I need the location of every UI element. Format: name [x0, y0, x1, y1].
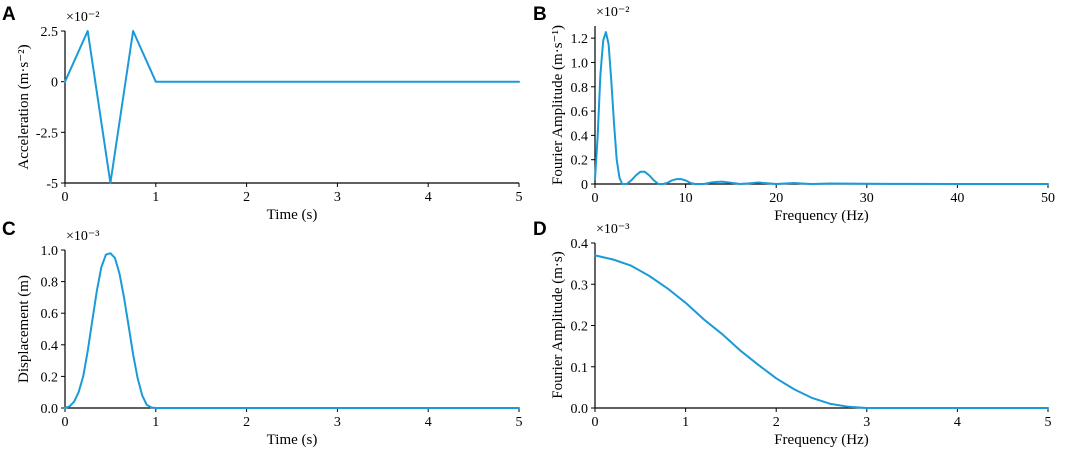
series-line: [64, 252, 520, 409]
y-tick-label: 0.4: [41, 339, 59, 354]
y-tick-label: 0.3: [571, 278, 589, 293]
x-tick-label: 1: [152, 190, 159, 205]
series-line: [594, 254, 1049, 409]
x-tick-label: 3: [334, 190, 341, 205]
y-tick-label: -5: [46, 177, 58, 192]
y-tick-label: 0.6: [41, 307, 59, 322]
y-tick-label: -2.5: [36, 126, 58, 141]
x-axis-title: Time (s): [267, 432, 318, 448]
y-tick-label: 0.8: [41, 276, 59, 291]
y-tick-label: 0.2: [571, 154, 589, 169]
x-axis-title: Time (s): [267, 207, 318, 223]
panel-letter: D: [533, 219, 547, 240]
panel-letter: C: [2, 219, 16, 240]
x-tick-label: 30: [860, 191, 874, 206]
x-tick-label: 0: [62, 415, 69, 430]
x-tick-label: 5: [1045, 415, 1052, 430]
x-tick-label: 1: [152, 415, 159, 430]
y-axis-title: Fourier Amplitude (m·s⁻¹): [550, 25, 566, 185]
x-tick-label: 4: [425, 415, 432, 430]
y-tick-label: 0: [51, 76, 58, 91]
x-tick-label: 40: [950, 191, 964, 206]
x-tick-label: 1: [682, 415, 689, 430]
x-tick-label: 3: [334, 415, 341, 430]
panel-letter: A: [2, 4, 16, 25]
y-tick-label: 0.0: [41, 402, 59, 417]
y-tick-label: 0.4: [571, 129, 589, 144]
series-line: [64, 30, 520, 184]
x-tick-label: 5: [516, 415, 523, 430]
y-tick-label: 2.5: [41, 25, 59, 40]
panel-a: A 0 1 2 3 4 5 -5 -2.5 0 2.5 ×10⁻² Time (s) Accelerati…: [2, 4, 523, 223]
y-exponent-label: ×10⁻³: [66, 229, 99, 244]
x-tick-label: 3: [863, 415, 870, 430]
y-exponent-label: ×10⁻²: [66, 10, 99, 25]
x-tick-label: 50: [1041, 191, 1055, 206]
x-tick-label: 10: [679, 191, 693, 206]
x-tick-label: 2: [243, 190, 250, 205]
y-exponent-label: ×10⁻³: [596, 222, 629, 237]
x-tick-label: 2: [773, 415, 780, 430]
y-tick-label: 0.1: [571, 361, 589, 376]
x-axis-title: Frequency (Hz): [774, 432, 869, 448]
x-tick-label: 4: [425, 190, 432, 205]
y-tick-label: 0.6: [571, 105, 589, 120]
x-tick-label: 4: [954, 415, 961, 430]
x-tick-label: 20: [769, 191, 783, 206]
x-axis-title: Frequency (Hz): [774, 208, 869, 224]
panel-c: C 0 1 2 3 4 5 0.0 0.2 0.4 0.6 0.8 1.0 ×10⁻³ Time (s) Di…: [2, 219, 523, 448]
y-axis-title: Fourier Amplitude (m·s): [550, 251, 566, 398]
y-tick-label: 0: [581, 178, 588, 193]
x-tick-label: 0: [592, 415, 599, 430]
y-axis-title: Acceleration (m·s⁻²): [16, 44, 32, 169]
y-tick-label: 0.8: [571, 81, 589, 96]
y-tick-label: 1.2: [571, 32, 589, 47]
panel-letter: B: [533, 4, 547, 25]
y-tick-label: 1.0: [571, 56, 589, 71]
panel-d: D 0 1 2 3 4 5 0.0 0.1 0.2 0.3 0.4 ×10⁻³ Frequency (Hz…: [533, 219, 1052, 448]
series-line: [594, 31, 1049, 185]
y-tick-label: 0.2: [571, 320, 589, 335]
x-tick-label: 0: [592, 191, 599, 206]
y-exponent-label: ×10⁻²: [596, 5, 629, 20]
panel-b: B 0 10 20 30 40 50 0 0.2 0.4 0.6 0.8 1.0 1.2 ×10⁻² Freq…: [533, 4, 1055, 224]
y-axis-title: Displacement (m): [16, 275, 32, 383]
y-tick-label: 0.4: [571, 237, 589, 252]
x-tick-label: 5: [516, 190, 523, 205]
y-tick-label: 0.2: [41, 370, 59, 385]
x-tick-label: 2: [243, 415, 250, 430]
x-tick-label: 0: [62, 190, 69, 205]
y-tick-label: 0.0: [571, 402, 589, 417]
y-tick-label: 1.0: [41, 244, 59, 259]
